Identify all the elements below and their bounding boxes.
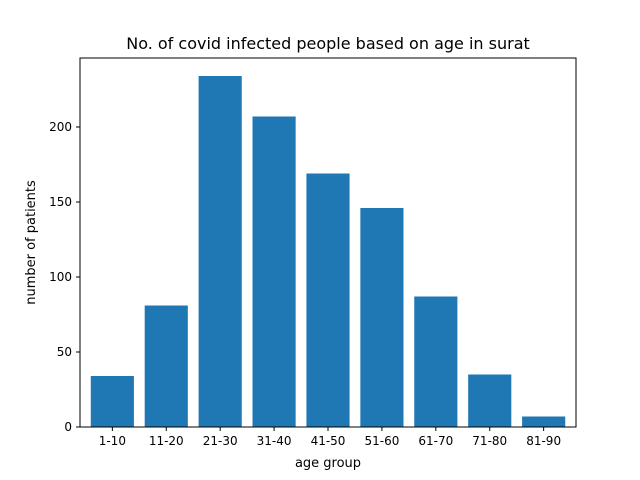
y-tick-label: 200 (49, 120, 72, 134)
y-tick-label: 0 (64, 420, 72, 434)
x-tick-label: 1-10 (99, 434, 126, 448)
x-axis: 1-10 11-20 21-30 31-40 41-50 51-60 61-70 71-80 8… (99, 427, 561, 448)
x-tick-label: 61-70 (418, 434, 453, 448)
bars-layer (90, 76, 566, 427)
x-tick-label: 31-40 (257, 434, 292, 448)
bar-71-80 (468, 374, 512, 427)
x-tick-label: 11-20 (149, 434, 184, 448)
x-tick-label: 41-50 (311, 434, 346, 448)
y-tick-label: 150 (49, 195, 72, 209)
bar-1-10 (90, 376, 134, 427)
y-tick-label: 50 (57, 345, 72, 359)
y-axis: 0 50 100 150 200 (49, 120, 80, 434)
bar-31-40 (252, 116, 296, 427)
chart-title: No. of covid infected people based on ag… (126, 34, 530, 53)
bar-11-20 (144, 305, 188, 427)
bar-81-90 (522, 416, 566, 427)
x-tick-label: 21-30 (203, 434, 238, 448)
y-tick-label: 100 (49, 270, 72, 284)
x-tick-label: 71-80 (472, 434, 507, 448)
bar-21-30 (198, 76, 242, 427)
bar-61-70 (414, 296, 458, 427)
bar-51-60 (360, 208, 404, 427)
y-axis-label: number of patients (24, 180, 39, 305)
x-tick-label: 81-90 (526, 434, 561, 448)
bar-41-50 (306, 173, 350, 427)
x-tick-label: 51-60 (364, 434, 399, 448)
x-axis-label: age group (295, 456, 361, 471)
